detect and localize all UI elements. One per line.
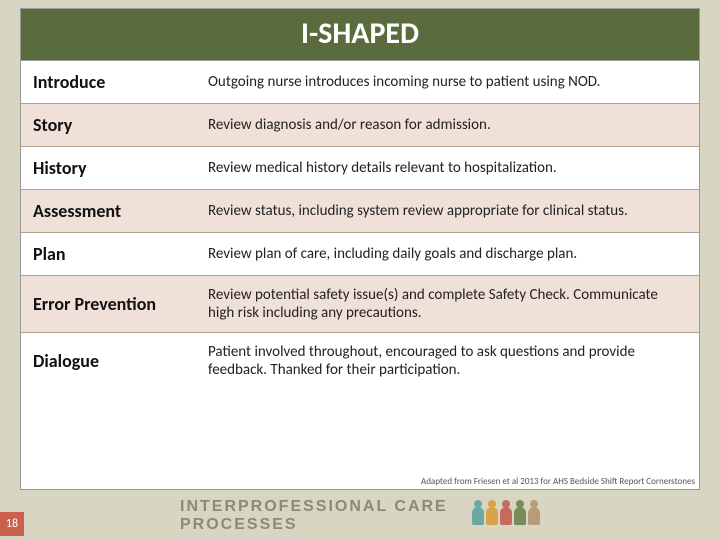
people-icon (472, 507, 540, 525)
row-term: Error Prevention (21, 276, 196, 333)
row-description: Review potential safety issue(s) and com… (196, 276, 699, 333)
row-description: Review diagnosis and/or reason for admis… (196, 104, 699, 147)
row-description: Outgoing nurse introduces incoming nurse… (196, 61, 699, 104)
row-description: Review plan of care, including daily goa… (196, 233, 699, 276)
table-row: StoryReview diagnosis and/or reason for … (21, 104, 699, 147)
footer-brand-text: INTERPROFESSIONAL CARE PROCESSES (180, 498, 462, 534)
table-row: HistoryReview medical history details re… (21, 147, 699, 190)
slide-title: I-SHAPED (21, 9, 699, 61)
table-row: Error PreventionReview potential safety … (21, 276, 699, 333)
footer-brand: INTERPROFESSIONAL CARE PROCESSES (180, 498, 540, 534)
row-description: Patient involved throughout, encouraged … (196, 333, 699, 390)
slide-footer: 18 INTERPROFESSIONAL CARE PROCESSES (0, 496, 720, 540)
table-row: DialoguePatient involved throughout, enc… (21, 333, 699, 390)
table-row: PlanReview plan of care, including daily… (21, 233, 699, 276)
table-row: IntroduceOutgoing nurse introduces incom… (21, 61, 699, 104)
slide-frame: I-SHAPED IntroduceOutgoing nurse introdu… (20, 8, 700, 490)
row-term: Assessment (21, 190, 196, 233)
citation-text: Adapted from Friesen et al 2013 for AHS … (421, 476, 695, 487)
row-term: Plan (21, 233, 196, 276)
row-description: Review status, including system review a… (196, 190, 699, 233)
ishaped-table: IntroduceOutgoing nurse introduces incom… (21, 61, 699, 389)
table-row: AssessmentReview status, including syste… (21, 190, 699, 233)
row-term: Dialogue (21, 333, 196, 390)
row-term: History (21, 147, 196, 190)
row-term: Introduce (21, 61, 196, 104)
page-number: 18 (0, 512, 24, 536)
row-description: Review medical history details relevant … (196, 147, 699, 190)
row-term: Story (21, 104, 196, 147)
